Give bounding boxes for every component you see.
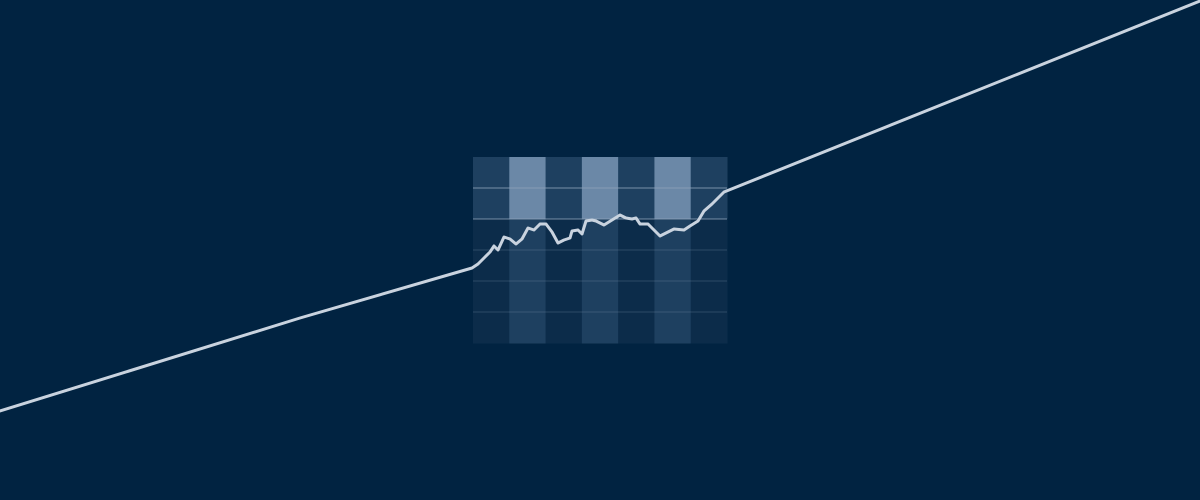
panel-tile <box>545 312 583 344</box>
panel-tile <box>618 188 655 220</box>
panel-tile <box>473 281 510 313</box>
panel-tile <box>618 250 655 282</box>
panel-tile <box>473 250 510 282</box>
panel-tile <box>618 157 655 189</box>
panel-tile <box>581 250 619 282</box>
panel-tile <box>581 312 619 344</box>
panel-tile <box>509 281 547 313</box>
panel-tile <box>618 312 655 344</box>
panel-grid-lines <box>473 187 727 313</box>
panel-tile <box>581 157 619 189</box>
panel-tile <box>545 281 583 313</box>
panel-tile <box>654 312 692 344</box>
panel-tile <box>545 157 583 189</box>
panel-tile <box>690 281 728 313</box>
panel-tile <box>654 281 692 313</box>
panel-tile <box>690 312 728 344</box>
panel-tile <box>473 312 510 344</box>
panel-tile <box>509 157 547 189</box>
panel-tile <box>473 219 510 251</box>
panel-tile <box>509 250 547 282</box>
panel-tile <box>581 188 619 220</box>
panel-tile <box>545 219 583 251</box>
panel-tile <box>690 157 728 189</box>
panel-tile <box>545 250 583 282</box>
panel-tile <box>690 250 728 282</box>
panel-tile <box>509 188 547 220</box>
panel-tile <box>654 250 692 282</box>
panel-tile <box>581 281 619 313</box>
panel-tile <box>654 157 692 189</box>
panel-tile <box>654 188 692 220</box>
panel-tile <box>473 188 510 220</box>
panel-tile <box>509 312 547 344</box>
chart-panel <box>473 157 728 344</box>
panel-tile <box>618 281 655 313</box>
trend-line <box>0 0 1200 413</box>
panel-tile <box>690 219 728 251</box>
panel-tile <box>545 188 583 220</box>
panel-tile <box>473 157 510 189</box>
